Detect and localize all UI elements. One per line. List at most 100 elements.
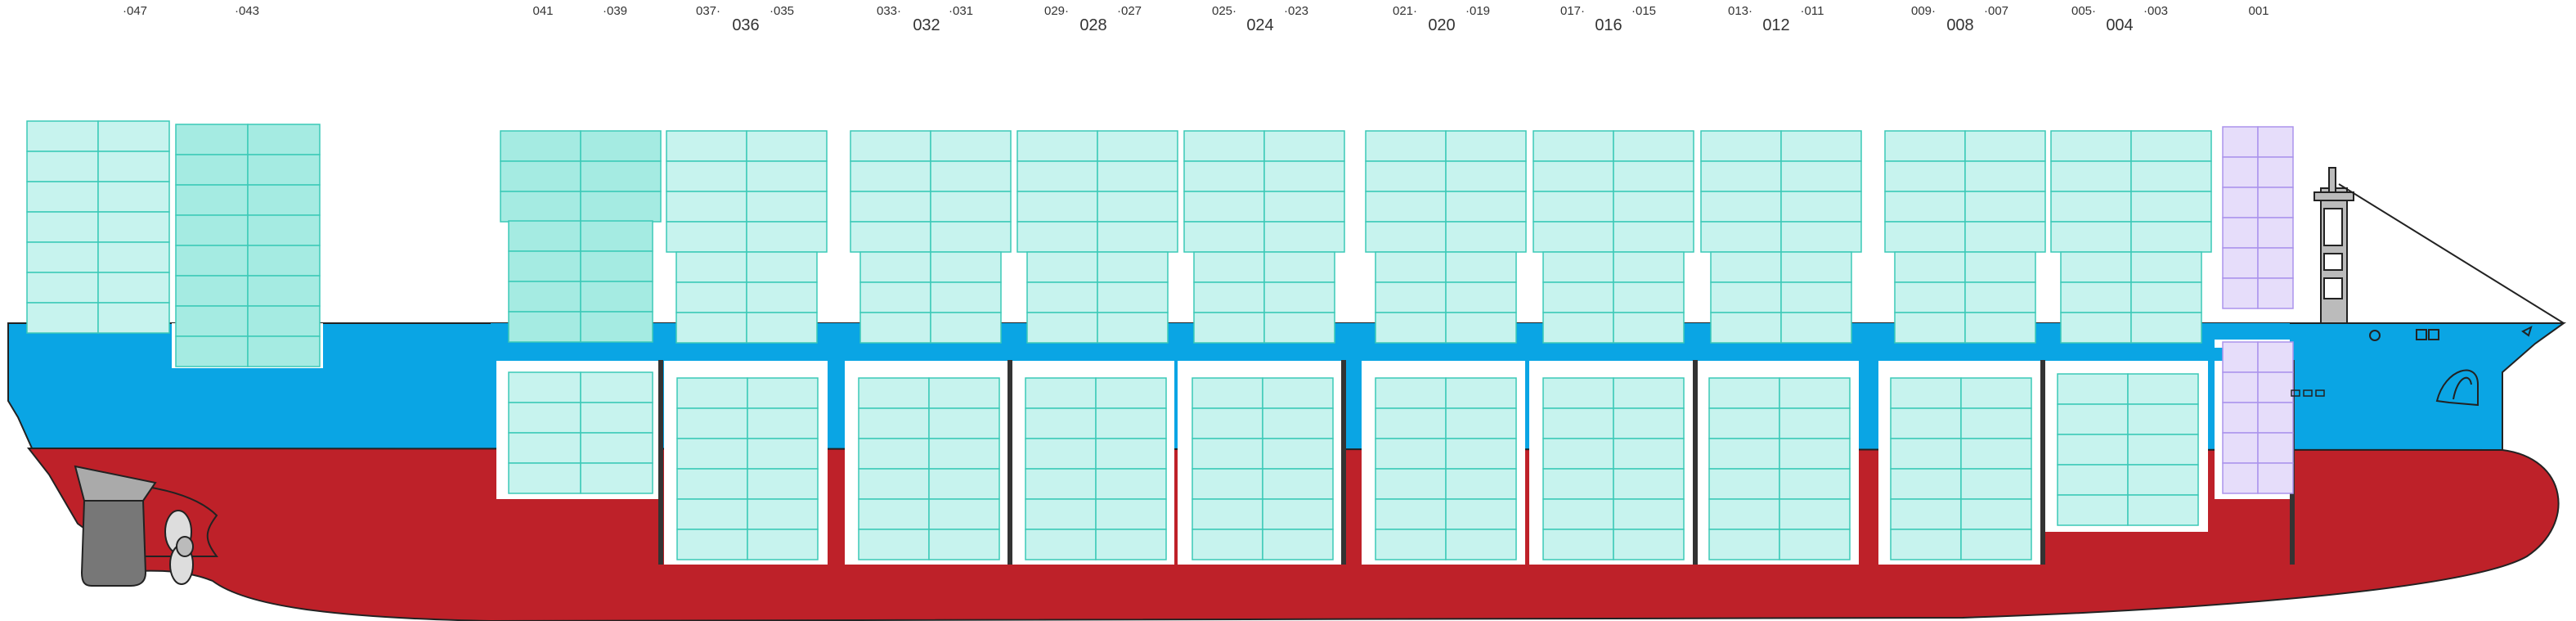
- container-cell: [1613, 130, 1694, 162]
- container-cell: [850, 160, 931, 192]
- container-cell: [1183, 191, 1265, 223]
- container-cell: [1025, 498, 1097, 530]
- container-cell: [746, 312, 818, 344]
- container-cell: [1375, 529, 1447, 560]
- container-cell: [1964, 160, 2046, 192]
- container-cell: [2257, 432, 2294, 464]
- container-cell: [858, 498, 930, 530]
- container-cell: [1262, 407, 1334, 439]
- container-cell: [1613, 529, 1685, 560]
- container-cell: [1025, 529, 1097, 560]
- container-cell: [1700, 221, 1782, 253]
- container-stack: [1710, 251, 1852, 344]
- container-stack: [1192, 377, 1334, 560]
- container-cell: [1445, 438, 1517, 470]
- container-cell: [1700, 130, 1782, 162]
- container-cell: [1533, 191, 1614, 223]
- container-cell: [1097, 312, 1169, 344]
- container-cell: [1183, 160, 1265, 192]
- container-stack: [1708, 377, 1851, 560]
- container-cell: [2222, 341, 2259, 373]
- container-cell: [1890, 407, 1962, 439]
- container-cell: [1192, 407, 1263, 439]
- bay-label: 028: [1079, 16, 1106, 34]
- container-cell: [1365, 130, 1447, 162]
- container-cell: [1026, 312, 1098, 344]
- container-cell: [2257, 247, 2294, 279]
- container-cell: [1445, 251, 1517, 283]
- container-stack: [2222, 126, 2294, 309]
- container-stack: [1884, 130, 2046, 253]
- container-cell: [2257, 156, 2294, 188]
- container-cell: [1016, 130, 1098, 162]
- container-cell: [2257, 126, 2294, 158]
- container-stack: [1183, 130, 1345, 253]
- container-cell: [2222, 371, 2259, 403]
- container-cell: [1183, 130, 1265, 162]
- container-cell: [2127, 403, 2199, 435]
- container-cell: [746, 130, 828, 162]
- container-cell: [1708, 529, 1780, 560]
- container-cell: [97, 151, 170, 182]
- container-cell: [1960, 377, 2032, 409]
- bay-label: 009·: [1911, 4, 1936, 18]
- container-cell: [1445, 221, 1527, 253]
- container-stack: [2057, 373, 2199, 526]
- container-cell: [26, 241, 99, 273]
- bow-details: [2291, 326, 2533, 407]
- container-cell: [1445, 377, 1517, 409]
- container-cell: [1700, 191, 1782, 223]
- container-cell: [1708, 468, 1780, 500]
- container-cell: [928, 529, 1000, 560]
- container-cell: [1445, 130, 1527, 162]
- bay-label: 016: [1595, 16, 1622, 34]
- container-cell: [1192, 468, 1263, 500]
- container-cell: [2222, 126, 2259, 158]
- container-cell: [1613, 312, 1685, 344]
- container-cell: [580, 191, 662, 223]
- container-cell: [1375, 438, 1447, 470]
- container-cell: [175, 335, 249, 367]
- container-cell: [580, 371, 653, 403]
- container-cell: [747, 529, 819, 560]
- container-cell: [580, 220, 653, 252]
- container-cell: [500, 191, 581, 223]
- bay-label: ·019: [1465, 4, 1490, 18]
- container-cell: [1095, 438, 1167, 470]
- bay-label: 008: [1946, 16, 1973, 34]
- container-cell: [930, 281, 1002, 313]
- container-cell: [1890, 438, 1962, 470]
- container-cell: [1890, 377, 1962, 409]
- container-stack: [1700, 130, 1862, 253]
- container-cell: [1445, 407, 1517, 439]
- container-cell: [1095, 498, 1167, 530]
- container-cell: [2130, 251, 2202, 283]
- container-cell: [508, 281, 581, 313]
- container-cell: [2050, 130, 2132, 162]
- container-cell: [1097, 191, 1178, 223]
- container-cell: [2060, 281, 2132, 313]
- container-cell: [1016, 160, 1098, 192]
- container-cell: [1780, 312, 1852, 344]
- container-cell: [1445, 529, 1517, 560]
- container-cell: [1445, 281, 1517, 313]
- container-cell: [2057, 434, 2129, 466]
- container-cell: [2222, 217, 2259, 249]
- container-cell: [1375, 312, 1447, 344]
- container-cell: [1262, 438, 1334, 470]
- bay-label: 036: [732, 16, 759, 34]
- container-cell: [1097, 281, 1169, 313]
- container-cell: [1097, 251, 1169, 283]
- bay-label: 041: [532, 4, 553, 18]
- bay-label: ·031: [949, 4, 973, 18]
- container-cell: [1025, 438, 1097, 470]
- bay-label: 029·: [1044, 4, 1069, 18]
- container-cell: [2257, 217, 2294, 249]
- container-cell: [1365, 191, 1447, 223]
- container-cell: [1533, 130, 1614, 162]
- bay-label: 020: [1428, 16, 1455, 34]
- container-cell: [2130, 221, 2212, 253]
- container-cell: [1894, 251, 1966, 283]
- container-cell: [1095, 468, 1167, 500]
- container-cell: [1960, 498, 2032, 530]
